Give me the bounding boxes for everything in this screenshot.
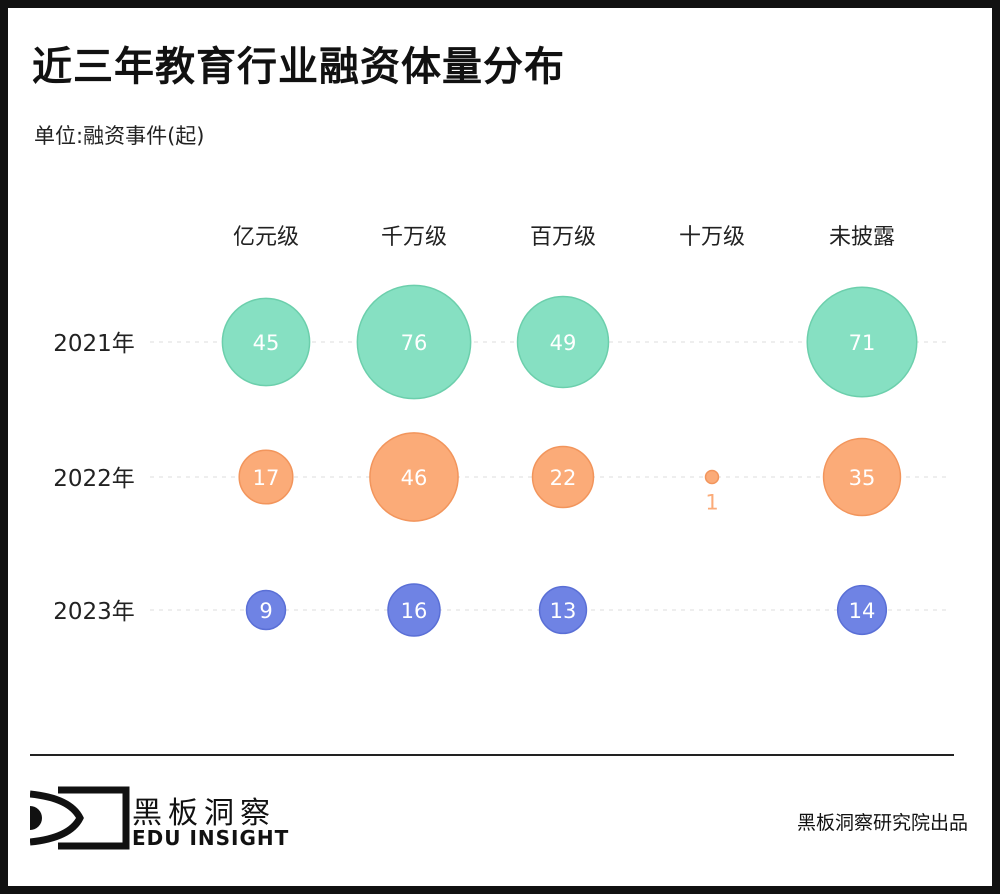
divider (30, 754, 954, 756)
column-label: 未披露 (829, 225, 895, 250)
logo-text-en: EDU INSIGHT (132, 826, 290, 850)
data-label: 9 (259, 599, 272, 623)
data-label: 71 (849, 331, 876, 355)
bubble (531, 445, 595, 509)
bubble (369, 432, 459, 522)
chart-card (8, 8, 992, 886)
row-label: 2022年 (53, 466, 135, 492)
data-label: 13 (550, 599, 577, 623)
unit-label: 单位:融资事件(起) (34, 124, 205, 148)
bubble (387, 583, 441, 637)
bubble (822, 437, 902, 517)
bubble (538, 585, 588, 635)
data-label: 14 (849, 599, 876, 623)
data-label: 17 (253, 466, 280, 490)
data-label: 22 (550, 466, 577, 490)
bubble (238, 449, 294, 505)
column-label: 亿元级 (233, 225, 299, 250)
row-label: 2021年 (53, 331, 135, 357)
bubble (806, 286, 918, 398)
source-credit: 黑板洞察研究院出品 (796, 812, 968, 834)
bubble (356, 284, 472, 400)
row-label: 2023年 (53, 599, 135, 625)
bubble (704, 469, 720, 485)
column-label: 十万级 (679, 225, 745, 250)
bubble (245, 589, 287, 631)
data-label: 1 (705, 491, 718, 515)
bubble (516, 295, 610, 389)
data-label: 35 (849, 466, 876, 490)
logo-text-cn: 黑板洞察 (132, 796, 276, 831)
data-label: 46 (401, 466, 428, 490)
chart-title: 近三年教育行业融资体量分布 (32, 44, 565, 90)
data-label: 49 (550, 331, 577, 355)
data-label: 76 (401, 331, 428, 355)
column-label: 千万级 (381, 225, 447, 250)
data-label: 16 (401, 599, 428, 623)
column-label: 百万级 (530, 225, 596, 250)
bubble (836, 584, 888, 636)
data-label: 45 (253, 331, 280, 355)
edu-insight-logo-icon (30, 786, 130, 850)
bubble (221, 297, 311, 387)
